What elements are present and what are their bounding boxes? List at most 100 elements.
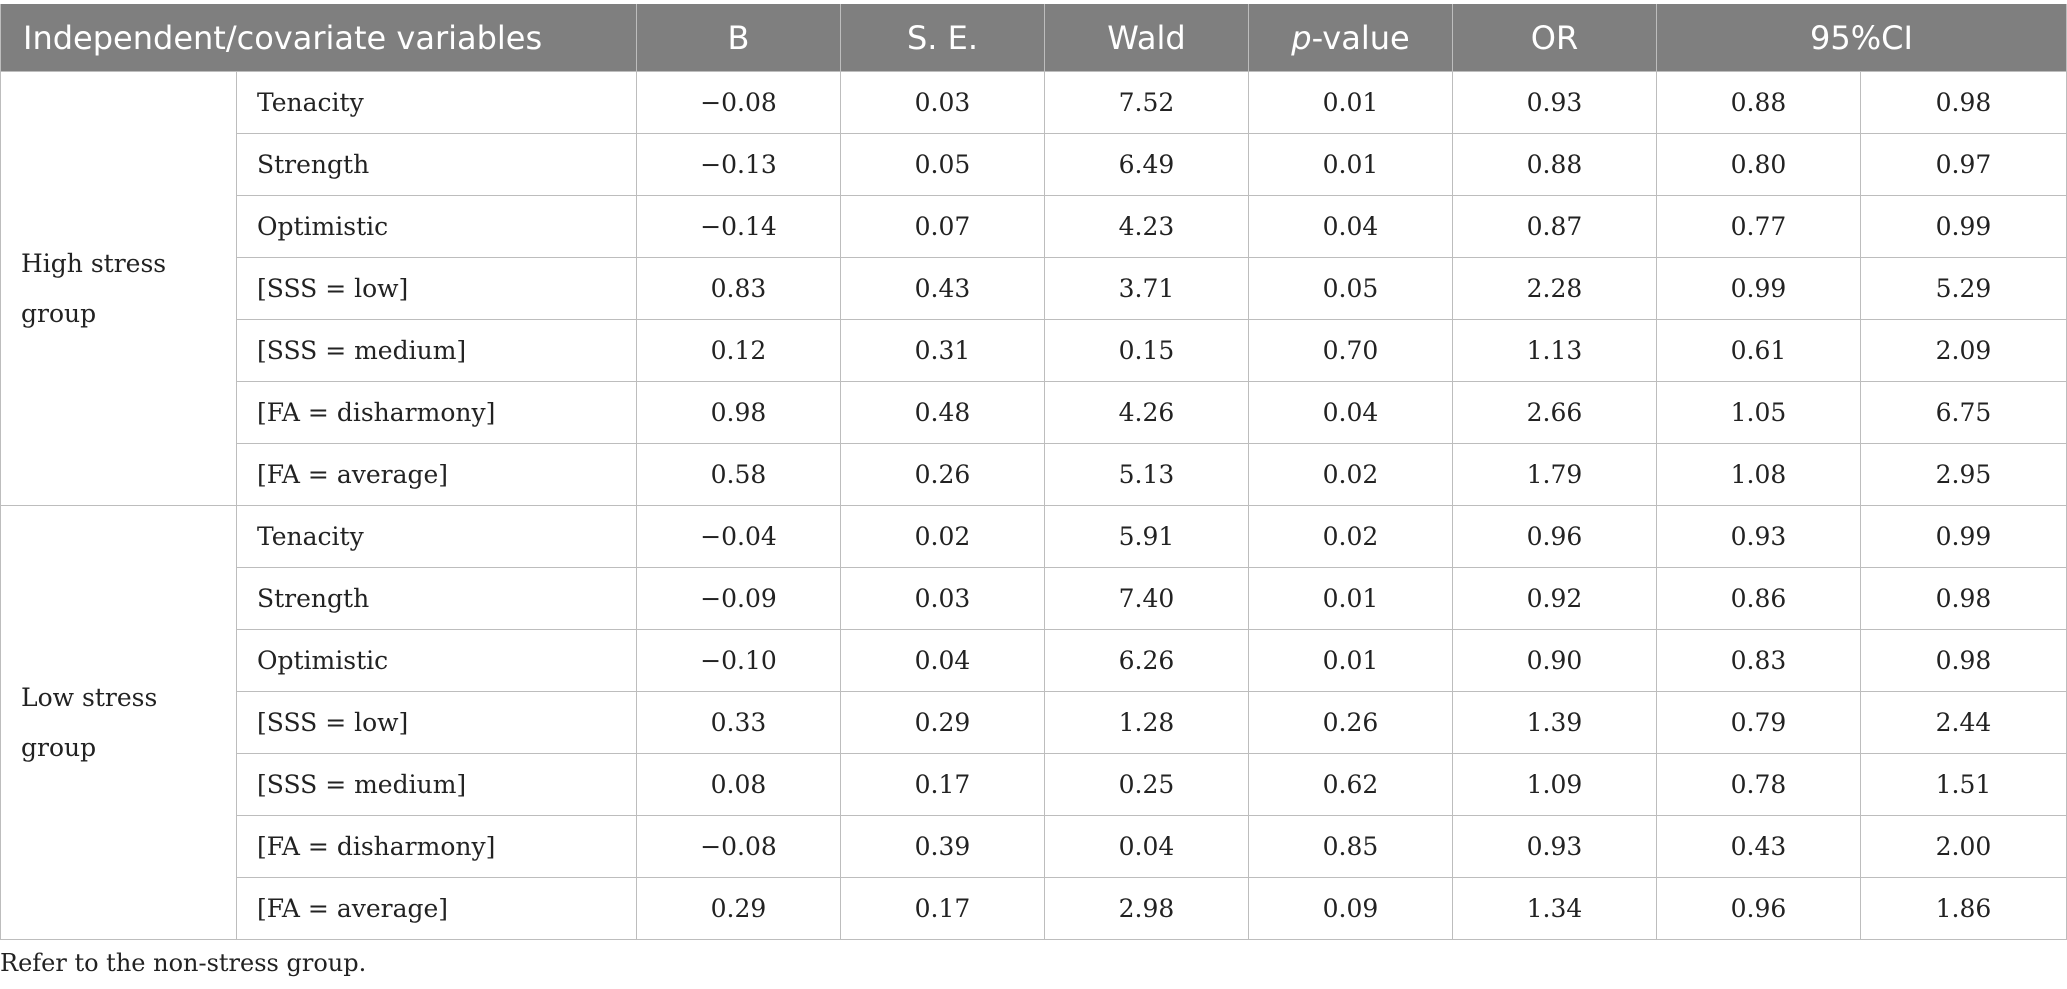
cell-variable: [SSS = low] bbox=[236, 257, 637, 320]
cell-b: −0.08 bbox=[636, 71, 841, 134]
cell-ci-lower: 0.77 bbox=[1656, 195, 1861, 258]
cell-b: 0.58 bbox=[636, 443, 841, 506]
table-body: High stress group Tenacity −0.08 0.03 7.52 0.0… bbox=[0, 71, 2067, 940]
cell-or: 0.92 bbox=[1452, 567, 1657, 630]
cell-se: 0.17 bbox=[840, 877, 1045, 940]
cell-b: −0.13 bbox=[636, 133, 841, 196]
cell-se: 0.03 bbox=[840, 71, 1045, 134]
cell-ci-lower: 0.43 bbox=[1656, 815, 1861, 878]
cell-variable: Strength bbox=[236, 567, 637, 630]
cell-variable: Tenacity bbox=[236, 505, 637, 568]
group-label-line-2: group bbox=[21, 732, 97, 762]
cell-ci-lower: 0.93 bbox=[1656, 505, 1861, 568]
cell-b: 0.12 bbox=[636, 319, 841, 382]
cell-ci-upper: 1.86 bbox=[1860, 877, 2067, 940]
group-label: High stress group bbox=[0, 71, 237, 506]
cell-ci-lower: 0.86 bbox=[1656, 567, 1861, 630]
cell-or: 0.93 bbox=[1452, 815, 1657, 878]
cell-wald: 1.28 bbox=[1044, 691, 1249, 754]
cell-ci-upper: 5.29 bbox=[1860, 257, 2067, 320]
header-p-suffix: -value bbox=[1311, 18, 1410, 57]
cell-or: 0.93 bbox=[1452, 71, 1657, 134]
cell-ci-upper: 6.75 bbox=[1860, 381, 2067, 444]
cell-b: 0.83 bbox=[636, 257, 841, 320]
cell-variable: Optimistic bbox=[236, 629, 637, 692]
cell-ci-lower: 0.96 bbox=[1656, 877, 1861, 940]
cell-p-value: 0.70 bbox=[1248, 319, 1453, 382]
cell-variable: [SSS = medium] bbox=[236, 753, 637, 816]
group-label: Low stress group bbox=[0, 505, 237, 940]
cell-wald: 4.26 bbox=[1044, 381, 1249, 444]
cell-ci-upper: 2.09 bbox=[1860, 319, 2067, 382]
cell-or: 1.34 bbox=[1452, 877, 1657, 940]
cell-ci-upper: 1.51 bbox=[1860, 753, 2067, 816]
cell-p-value: 0.01 bbox=[1248, 629, 1453, 692]
cell-variable: [FA = disharmony] bbox=[236, 381, 637, 444]
cell-ci-upper: 2.00 bbox=[1860, 815, 2067, 878]
cell-or: 0.90 bbox=[1452, 629, 1657, 692]
cell-ci-lower: 0.99 bbox=[1656, 257, 1861, 320]
table-footnote: Refer to the non-stress group. bbox=[0, 949, 367, 977]
cell-b: 0.29 bbox=[636, 877, 841, 940]
cell-b: −0.04 bbox=[636, 505, 841, 568]
cell-p-value: 0.04 bbox=[1248, 381, 1453, 444]
logistic-regression-table: Independent/covariate variables B S. E. … bbox=[0, 4, 2067, 940]
header-row: Independent/covariate variables B S. E. … bbox=[0, 4, 2067, 72]
header-p-value: p-value bbox=[1248, 4, 1453, 72]
cell-or: 2.28 bbox=[1452, 257, 1657, 320]
cell-variable: [FA = average] bbox=[236, 443, 637, 506]
cell-ci-upper: 0.99 bbox=[1860, 505, 2067, 568]
table-row: Strength −0.13 0.05 6.49 0.01 0.88 0.80 0.97 bbox=[1, 133, 2067, 196]
cell-se: 0.17 bbox=[840, 753, 1045, 816]
cell-ci-lower: 0.61 bbox=[1656, 319, 1861, 382]
cell-p-value: 0.26 bbox=[1248, 691, 1453, 754]
cell-variable: [SSS = medium] bbox=[236, 319, 637, 382]
group-label-line-1: High stress bbox=[21, 248, 167, 278]
cell-wald: 3.71 bbox=[1044, 257, 1249, 320]
cell-se: 0.43 bbox=[840, 257, 1045, 320]
cell-or: 2.66 bbox=[1452, 381, 1657, 444]
cell-variable: [FA = average] bbox=[236, 877, 637, 940]
cell-ci-upper: 0.97 bbox=[1860, 133, 2067, 196]
cell-or: 0.88 bbox=[1452, 133, 1657, 196]
cell-wald: 4.23 bbox=[1044, 195, 1249, 258]
cell-wald: 7.40 bbox=[1044, 567, 1249, 630]
cell-p-value: 0.02 bbox=[1248, 443, 1453, 506]
table-row: Optimistic −0.10 0.04 6.26 0.01 0.90 0.83 0.98 bbox=[1, 629, 2067, 692]
cell-b: −0.10 bbox=[636, 629, 841, 692]
cell-b: −0.14 bbox=[636, 195, 841, 258]
cell-ci-lower: 1.08 bbox=[1656, 443, 1861, 506]
cell-variable: Tenacity bbox=[236, 71, 637, 134]
table-row: [SSS = low] 0.83 0.43 3.71 0.05 2.28 0.99 5.29 bbox=[1, 257, 2067, 320]
cell-se: 0.03 bbox=[840, 567, 1045, 630]
cell-p-value: 0.62 bbox=[1248, 753, 1453, 816]
table-row: [FA = average] 0.58 0.26 5.13 0.02 1.79 1.08 2.… bbox=[1, 443, 2067, 506]
cell-b: −0.08 bbox=[636, 815, 841, 878]
cell-wald: 0.15 bbox=[1044, 319, 1249, 382]
table-row: [FA = disharmony] 0.98 0.48 4.26 0.04 2.66 1.0… bbox=[1, 381, 2067, 444]
cell-ci-upper: 2.95 bbox=[1860, 443, 2067, 506]
cell-se: 0.31 bbox=[840, 319, 1045, 382]
table-row: High stress group Tenacity −0.08 0.03 7.52 0.0… bbox=[0, 71, 2067, 506]
cell-or: 1.39 bbox=[1452, 691, 1657, 754]
cell-p-value: 0.09 bbox=[1248, 877, 1453, 940]
header-b: B bbox=[636, 4, 841, 72]
cell-variable: [FA = disharmony] bbox=[236, 815, 637, 878]
header-wald: Wald bbox=[1044, 4, 1249, 72]
cell-wald: 6.49 bbox=[1044, 133, 1249, 196]
cell-variable: Strength bbox=[236, 133, 637, 196]
cell-b: 0.08 bbox=[636, 753, 841, 816]
cell-ci-lower: 0.78 bbox=[1656, 753, 1861, 816]
cell-or: 1.79 bbox=[1452, 443, 1657, 506]
cell-se: 0.26 bbox=[840, 443, 1045, 506]
cell-ci-upper: 0.99 bbox=[1860, 195, 2067, 258]
group-label-line-2: group bbox=[21, 298, 97, 328]
table-row: [FA = disharmony] −0.08 0.39 0.04 0.85 0.93 0.… bbox=[1, 815, 2067, 878]
cell-se: 0.39 bbox=[840, 815, 1045, 878]
table-row: [SSS = medium] 0.08 0.17 0.25 0.62 1.09 0.78 1.… bbox=[1, 753, 2067, 816]
cell-ci-upper: 0.98 bbox=[1860, 629, 2067, 692]
cell-p-value: 0.04 bbox=[1248, 195, 1453, 258]
cell-wald: 5.13 bbox=[1044, 443, 1249, 506]
cell-wald: 7.52 bbox=[1044, 71, 1249, 134]
cell-b: −0.09 bbox=[636, 567, 841, 630]
